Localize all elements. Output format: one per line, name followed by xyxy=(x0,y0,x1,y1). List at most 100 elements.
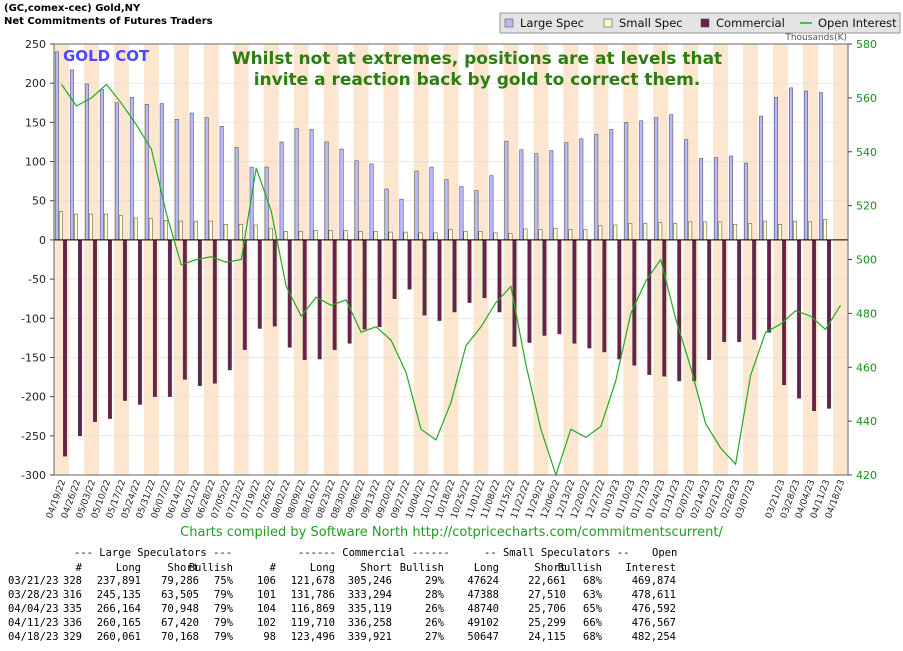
bar-small-spec xyxy=(688,221,693,241)
legend-label: Commercial xyxy=(716,16,785,30)
bar-small-spec xyxy=(403,231,408,241)
bar-commercial xyxy=(662,239,667,377)
bar-commercial xyxy=(752,239,757,340)
bar-small-spec xyxy=(598,225,603,241)
bar-commercial xyxy=(557,239,562,335)
bar-large-spec xyxy=(414,170,419,241)
table-cell: 47624 xyxy=(467,575,499,587)
bar-commercial xyxy=(602,239,607,353)
bar-large-spec xyxy=(324,141,329,241)
bar-commercial xyxy=(122,239,127,401)
bar-small-spec xyxy=(508,233,513,241)
group-header-open: Open xyxy=(652,547,678,559)
y-tick-label: 0 xyxy=(39,234,46,247)
table-cell: 316 xyxy=(63,589,82,601)
cot-data-table: --- Large Speculators --- ------ Commerc… xyxy=(0,545,903,651)
legend-label: Small Spec xyxy=(619,16,683,30)
bar-large-spec xyxy=(699,158,704,241)
y-tick-label: -250 xyxy=(21,430,46,443)
right-axis-unit: Thousands(K) xyxy=(784,33,847,43)
bar-small-spec xyxy=(703,221,708,241)
y-tick-label: -100 xyxy=(21,312,46,325)
table-cell: 123,496 xyxy=(290,631,335,643)
open-interest-line xyxy=(61,83,842,477)
bar-commercial xyxy=(542,239,547,336)
table-cell: 68% xyxy=(583,631,602,643)
table-cell: 237,891 xyxy=(96,575,141,587)
bar-small-spec xyxy=(73,213,78,241)
bar-commercial xyxy=(482,239,487,299)
bar-small-spec xyxy=(133,217,138,241)
column-header: # xyxy=(75,562,82,574)
open-interest-layer xyxy=(61,83,842,477)
bar-large-spec xyxy=(264,166,269,241)
bar-small-spec xyxy=(253,224,258,241)
bar-large-spec xyxy=(399,198,404,241)
bar-commercial xyxy=(437,239,442,321)
table-cell: 333,294 xyxy=(347,589,392,601)
legend-box xyxy=(499,12,901,34)
bar-large-spec xyxy=(429,166,434,241)
bar-commercial xyxy=(152,239,157,397)
table-cell: 476,592 xyxy=(631,603,676,615)
bar-commercial xyxy=(617,239,622,360)
bar-large-spec xyxy=(444,179,449,241)
week-stripe xyxy=(383,44,399,475)
bar-large-spec xyxy=(534,153,539,241)
bar-commercial xyxy=(362,239,367,330)
annotation-line: Whilst not at extremes, positions are at… xyxy=(232,49,722,69)
table-cell: 22,661 xyxy=(528,575,566,587)
bar-large-spec xyxy=(504,140,509,241)
bar-large-spec xyxy=(489,175,494,241)
column-header: Bullish xyxy=(399,562,444,574)
bar-small-spec xyxy=(778,223,783,241)
y-tick-label: 150 xyxy=(25,116,46,129)
y-tick-label: -50 xyxy=(28,273,46,286)
row-date: 03/21/23 xyxy=(8,575,59,587)
bar-commercial xyxy=(782,239,787,386)
bar-commercial xyxy=(347,239,352,344)
legend-label: Large Spec xyxy=(520,16,584,30)
bar-commercial xyxy=(512,239,517,347)
bar-small-spec xyxy=(223,223,228,241)
row-date: 04/04/23 xyxy=(8,603,59,615)
bar-small-spec xyxy=(538,229,543,241)
table-cell: 106 xyxy=(257,575,276,587)
table-cell: 68% xyxy=(583,575,602,587)
y2-tick-label: 420 xyxy=(856,469,877,482)
bar-small-spec xyxy=(568,229,573,241)
bar-commercial xyxy=(572,239,577,344)
bar-large-spec xyxy=(818,92,823,241)
column-header: Long xyxy=(115,562,141,574)
bar-large-spec xyxy=(174,118,179,241)
y2-tick-label: 460 xyxy=(856,361,877,374)
bar-small-spec xyxy=(58,211,63,241)
table-cell: 469,874 xyxy=(631,575,676,587)
bar-commercial xyxy=(107,239,112,419)
bar-commercial xyxy=(137,239,142,405)
bar-large-spec xyxy=(594,133,599,241)
bar-small-spec xyxy=(343,230,348,241)
bar-large-spec xyxy=(114,102,119,241)
bar-small-spec xyxy=(103,213,108,241)
bar-small-spec xyxy=(733,223,738,241)
bar-large-spec xyxy=(714,157,719,241)
bar-small-spec xyxy=(553,227,558,241)
bar-large-spec xyxy=(189,112,194,241)
bar-commercial xyxy=(737,239,742,343)
bar-large-spec xyxy=(234,147,239,241)
bar-large-spec xyxy=(144,104,149,241)
column-header: Long xyxy=(473,562,499,574)
bar-commercial xyxy=(212,239,217,384)
bar-large-spec xyxy=(624,122,629,241)
y2-tick-label: 540 xyxy=(856,146,877,159)
bar-commercial xyxy=(332,239,337,350)
legend-swatch xyxy=(504,18,514,28)
bar-commercial xyxy=(407,239,412,290)
week-stripe xyxy=(443,44,459,475)
table-cell: 98 xyxy=(263,631,276,643)
table-cell: 116,869 xyxy=(290,603,335,615)
bar-small-spec xyxy=(358,231,363,241)
table-cell: 47388 xyxy=(467,589,499,601)
column-header: Short xyxy=(534,562,566,574)
